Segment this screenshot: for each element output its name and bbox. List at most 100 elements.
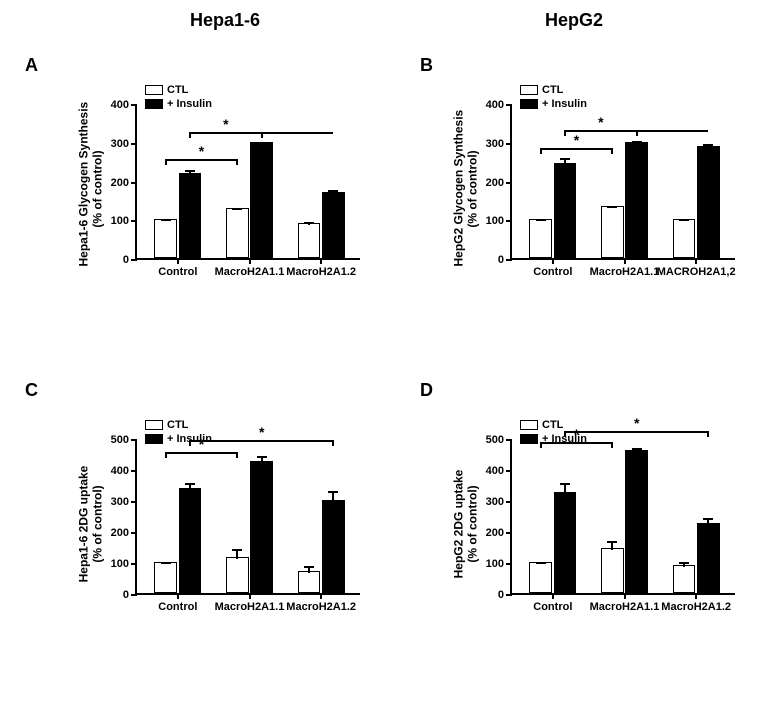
- legend: CTL + Insulin: [520, 83, 587, 111]
- y-tick-label: 200: [486, 177, 512, 189]
- x-tick-label: MacroH2A1.2: [661, 593, 731, 613]
- x-tick-label: MacroH2A1.1: [590, 258, 660, 278]
- y-tick-label: 0: [498, 254, 512, 266]
- legend-label-ctl: CTL: [167, 419, 188, 431]
- significance-drop: [707, 431, 709, 437]
- error-cap: [560, 158, 570, 160]
- error-cap: [703, 144, 713, 146]
- significance-bracket: [166, 159, 238, 161]
- significance-drop: [165, 452, 167, 458]
- bar-ctl: [298, 571, 321, 593]
- y-tick-label: 500: [111, 434, 137, 446]
- bar-insulin: [179, 173, 202, 258]
- bar-ctl: [601, 206, 624, 258]
- bar-ctl: [601, 548, 624, 593]
- legend: CTL+ Insulin: [145, 418, 212, 446]
- figure-root: Hepa1-6 HepG2 A B C D 0100200300400Contr…: [0, 0, 771, 714]
- y-tick-label: 200: [486, 527, 512, 539]
- legend-item-ctl: CTL: [145, 418, 212, 432]
- x-tick-label: Control: [158, 593, 197, 613]
- significance-drop: [540, 148, 542, 154]
- error-cap: [536, 562, 546, 564]
- error-cap: [607, 206, 617, 208]
- y-tick-label: 100: [486, 215, 512, 227]
- x-tick-label: MacroH2A1.2: [286, 258, 356, 278]
- y-tick-label: 300: [486, 138, 512, 150]
- y-tick-label: 300: [111, 138, 137, 150]
- bar-insulin: [322, 192, 345, 258]
- bar-insulin: [554, 492, 577, 593]
- bar-ctl: [529, 562, 552, 593]
- y-axis-label: HepG2 Glycogen Synthesis (% of control): [451, 111, 479, 266]
- legend-item-ctl: CTL: [520, 83, 587, 97]
- significance-star: *: [199, 143, 204, 159]
- y-tick-label: 100: [111, 558, 137, 570]
- panel-letter-B: B: [420, 55, 433, 76]
- bar-insulin: [554, 163, 577, 258]
- legend-item-insulin: + Insulin: [520, 432, 587, 446]
- significance-drop: [236, 159, 238, 165]
- y-tick-label: 500: [486, 434, 512, 446]
- x-tick-label: Control: [533, 593, 572, 613]
- error-cap: [304, 222, 314, 224]
- significance-drop: [611, 442, 613, 448]
- chart-panel-D: 0100200300400500ControlMacroH2A1.1MacroH…: [510, 440, 735, 595]
- significance-drop: [165, 159, 167, 165]
- plot-area: 0100200300400ControlMacroH2A1.1MacroH2A1…: [135, 105, 360, 260]
- significance-bracket: [541, 148, 613, 150]
- chart-panel-A: 0100200300400ControlMacroH2A1.1MacroH2A1…: [135, 105, 360, 260]
- y-axis-label: HepG2 2DG uptake (% of control): [451, 446, 479, 601]
- bar-ctl: [298, 223, 321, 258]
- error-cap: [257, 142, 267, 144]
- bar-insulin: [250, 461, 273, 593]
- x-tick-label: MacroH2A1.2: [286, 593, 356, 613]
- y-tick-label: 0: [498, 589, 512, 601]
- legend-label-ctl: CTL: [542, 419, 563, 431]
- error-cap: [328, 190, 338, 192]
- y-tick-label: 300: [486, 496, 512, 508]
- x-tick-label: Control: [158, 258, 197, 278]
- error-cap: [161, 562, 171, 564]
- error-cap: [632, 141, 642, 143]
- error-cap: [328, 491, 338, 493]
- significance-star: *: [223, 116, 228, 132]
- error-cap: [560, 483, 570, 485]
- legend: CTL+ Insulin: [145, 83, 212, 111]
- bar-ctl: [226, 557, 249, 593]
- significance-star: *: [634, 415, 639, 431]
- panel-letter-A: A: [25, 55, 38, 76]
- significance-star: *: [598, 114, 603, 130]
- significance-drop: [611, 148, 613, 154]
- error-cap: [185, 170, 195, 172]
- bar-ctl: [673, 565, 696, 593]
- y-tick-label: 300: [111, 496, 137, 508]
- significance-bracket: [637, 130, 709, 132]
- legend-item-insulin: + Insulin: [145, 432, 212, 446]
- error-cap: [703, 518, 713, 520]
- bar-insulin: [625, 142, 648, 258]
- legend-item-ctl: CTL: [520, 418, 587, 432]
- y-tick-label: 400: [111, 99, 137, 111]
- bar-ctl: [529, 219, 552, 258]
- legend-label-ctl: CTL: [542, 84, 563, 96]
- y-tick-label: 400: [486, 99, 512, 111]
- column-title-left: Hepa1-6: [190, 10, 260, 31]
- plot-area: 0100200300400ControlMacroH2A1.1MACROH2A1…: [510, 105, 735, 260]
- y-tick-label: 400: [111, 465, 137, 477]
- x-tick-label: Control: [533, 258, 572, 278]
- legend: CTL+ Insulin: [520, 418, 587, 446]
- error-cap: [161, 219, 171, 221]
- error-cap: [185, 483, 195, 485]
- bar-ctl: [673, 219, 696, 258]
- y-tick-label: 400: [486, 465, 512, 477]
- bar-ctl: [154, 562, 177, 593]
- y-tick-label: 0: [123, 589, 137, 601]
- x-tick-label: MacroH2A1.1: [590, 593, 660, 613]
- legend-label-insulin: + Insulin: [167, 98, 212, 110]
- bar-insulin: [697, 523, 720, 593]
- legend-label-insulin: + Insulin: [542, 98, 587, 110]
- bar-insulin: [250, 142, 273, 258]
- bar-insulin: [179, 488, 202, 593]
- y-tick-label: 0: [123, 254, 137, 266]
- y-tick-label: 200: [111, 527, 137, 539]
